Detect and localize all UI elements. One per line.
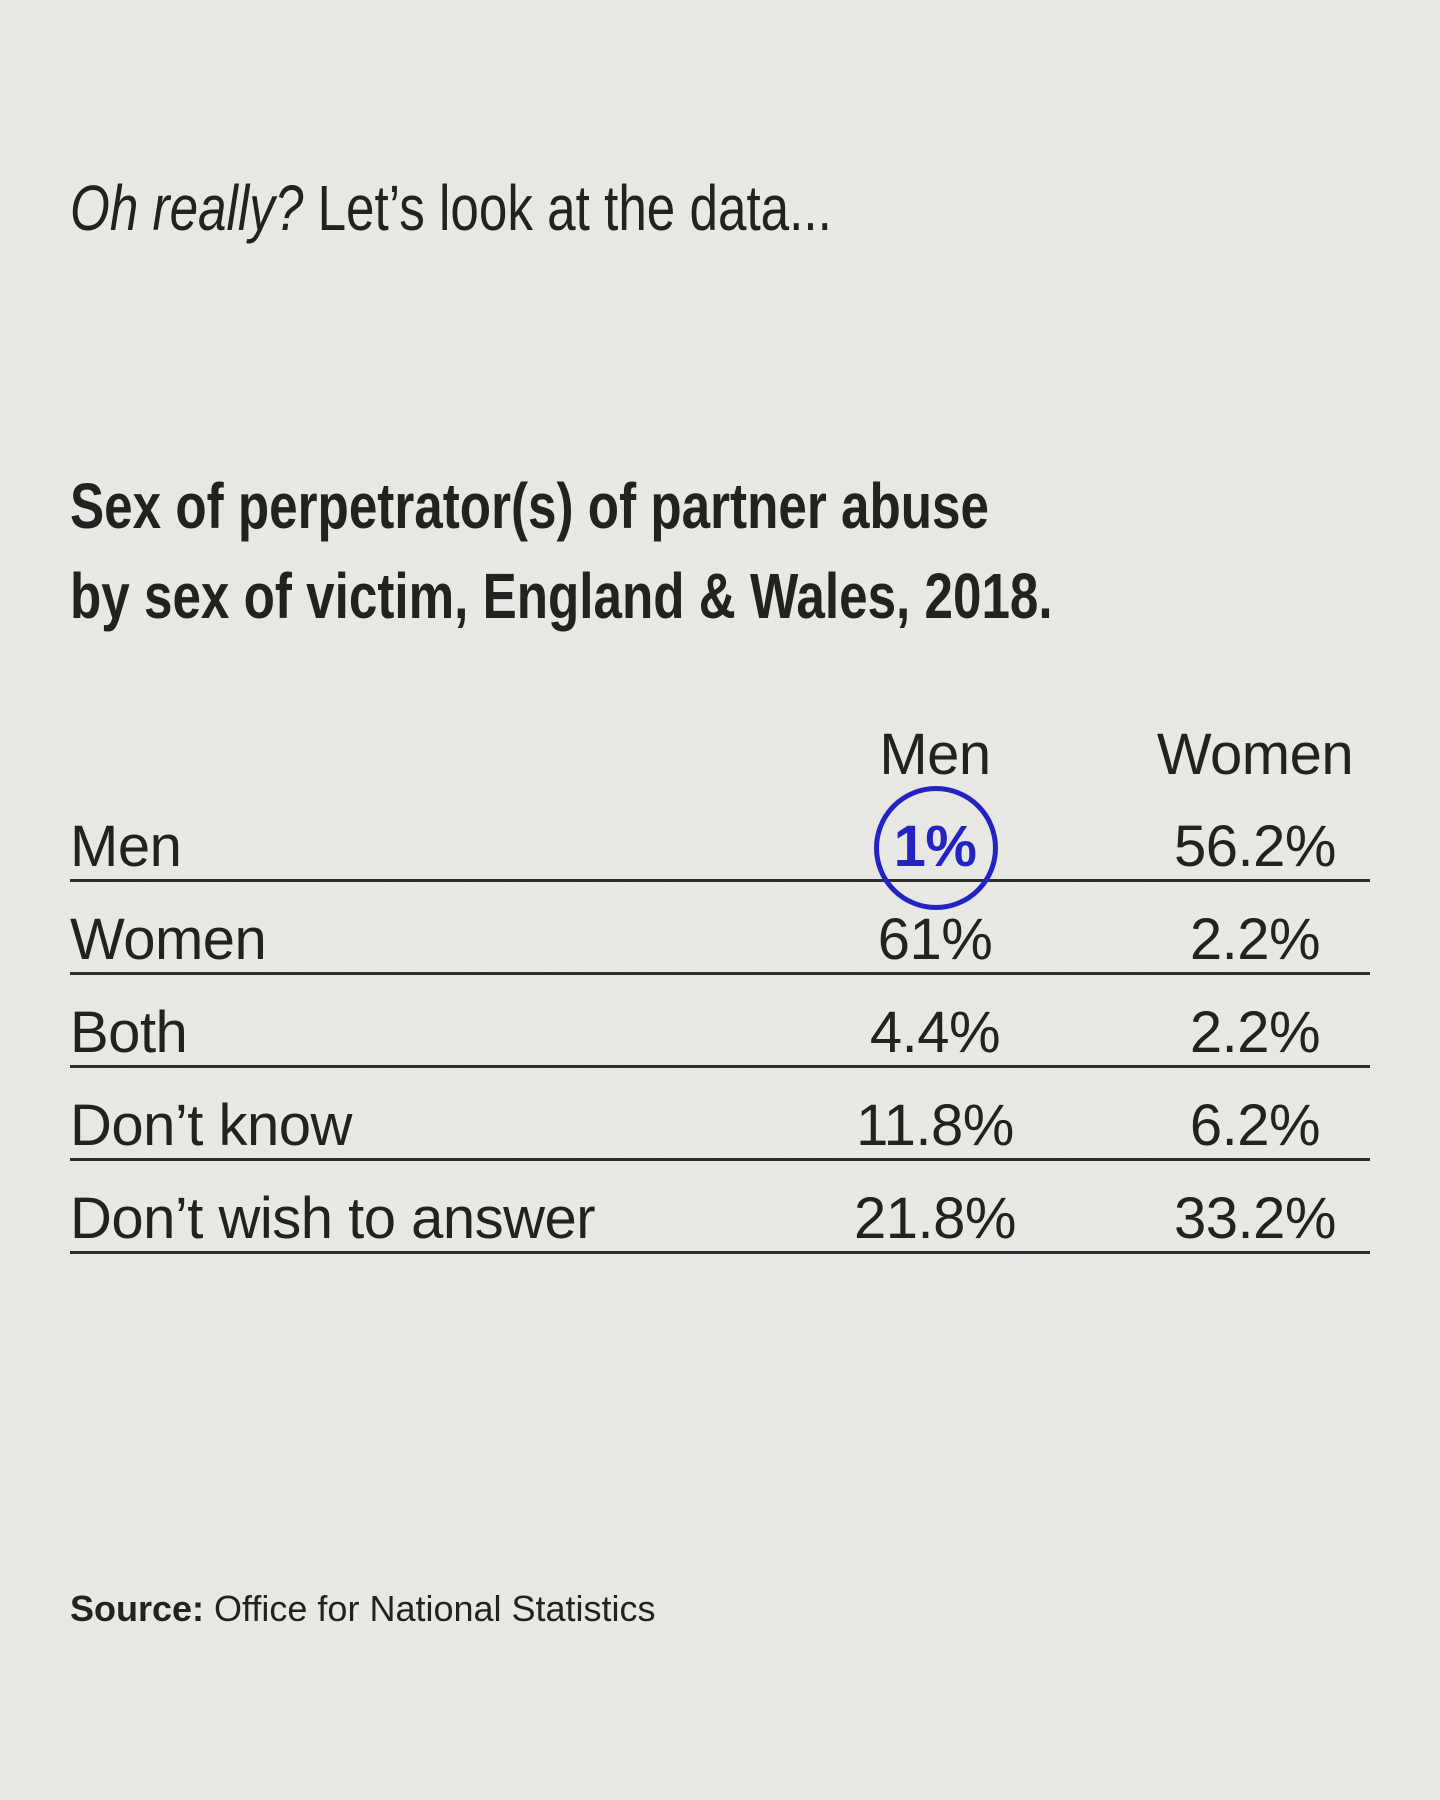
row-label: Women [70, 907, 267, 973]
cell-women-value: 6.2% [1189, 1093, 1321, 1159]
cell-women-value: 2.2% [1189, 1000, 1321, 1066]
header-empty-cell [70, 787, 760, 789]
table-title: Sex of perpetrator(s) of partner abuse b… [70, 461, 1298, 641]
table-title-line1: Sex of perpetrator(s) of partner abuse [70, 470, 989, 542]
row-label: Both [70, 1000, 188, 1066]
column-header-men: Men [879, 722, 991, 788]
table-title-line2: by sex of victim, England & Wales, 2018. [70, 560, 1053, 632]
cell-men-value: 61% [877, 907, 993, 973]
table-row: Women 61% 2.2% [70, 882, 1370, 975]
cell-women-value: 2.2% [1189, 907, 1321, 973]
row-label: Don’t wish to answer [70, 1186, 596, 1252]
table-row: Don’t wish to answer 21.8% 33.2% [70, 1161, 1370, 1254]
source-label: Source: [70, 1588, 205, 1629]
table-header-row: Men Women [70, 690, 1370, 789]
cell-women-value: 56.2% [1174, 814, 1336, 880]
table-row: Don’t know 11.8% 6.2% [70, 1068, 1370, 1161]
table-row: Men 1% 56.2% [70, 789, 1370, 882]
source-text: Office for National Statistics [204, 1588, 656, 1629]
cell-men-value: 4.4% [869, 1000, 1001, 1066]
cell-men-value-highlighted: 1% [893, 814, 977, 880]
row-label: Men [70, 814, 182, 880]
intro-heading: Oh really? Let’s look at the data... [70, 172, 1022, 246]
row-label: Don’t know [70, 1093, 352, 1159]
column-header-women: Women [1156, 722, 1354, 788]
source-line: Source: Office for National Statistics [70, 1587, 656, 1630]
intro-regular-text: Let’s look at the data... [303, 172, 832, 244]
table-row: Both 4.4% 2.2% [70, 975, 1370, 1068]
data-table: Men Women Men 1% 56.2% Women 61% 2.2% Bo… [70, 690, 1370, 1254]
cell-women-value: 33.2% [1174, 1186, 1336, 1252]
cell-men-value: 21.8% [854, 1186, 1016, 1252]
cell-men-value: 11.8% [856, 1093, 1014, 1159]
intro-italic-text: Oh really? [70, 172, 304, 244]
